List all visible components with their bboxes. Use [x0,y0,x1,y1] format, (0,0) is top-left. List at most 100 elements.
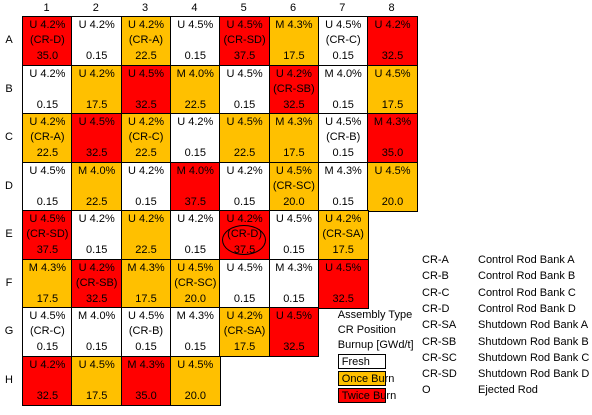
cr-position: (CR-SA) [322,228,364,240]
abbr-code: CR-SA [422,319,457,332]
burn-legend-label: Fresh [341,356,370,368]
cell-legend-line2: CR Position [337,324,396,336]
fuel-assembly-cell: M 4.0% 22.5 [71,161,123,212]
assembly-type: U 4.5% [177,19,214,31]
fuel-assembly-cell: U 4.5% (CR-SD) 37.5 [22,210,73,260]
burnup-value: 0.15 [36,98,59,111]
assembly-type: U 4.2% [177,213,214,225]
burnup-value: 22.5 [233,147,256,159]
cr-position: (CR-SD) [223,34,266,46]
burnup-value: 32.5 [36,389,59,402]
fuel-assembly-cell: U 4.2% 0.15 [71,16,123,66]
cr-position: (CR-SD) [26,228,69,240]
abbr-desc: Control Rod Bank B [478,270,576,283]
assembly-type: U 4.2% [127,19,165,31]
fuel-assembly-cell: M 4.0% 0.15 [317,64,369,115]
fuel-assembly-cell: U 4.5% 32.5 [120,64,172,115]
burnup-value: 0.15 [184,50,206,62]
assembly-type: U 4.5% [78,358,115,371]
assembly-type: U 4.5% [177,358,214,371]
burn-legend-twice: Twice Burn [337,388,396,403]
row-header: G [4,325,14,337]
burnup-value: 0.15 [332,195,354,208]
assembly-type: U 4.2% [177,116,214,128]
assembly-type: U 4.5% [177,261,214,274]
abbr-desc: Control Rod Bank C [478,286,576,299]
burnup-value: 22.5 [135,244,157,256]
assembly-type: U 4.2% [78,261,115,274]
cr-position: (CR-SB) [273,82,315,95]
cr-position: (CR-B) [326,131,361,143]
row-header: F [5,276,13,289]
cr-position: (CR-SA) [223,325,266,337]
burnup-value: 35.0 [135,389,157,402]
cr-position: (CR-C) [128,131,164,143]
fuel-assembly-cell: U 4.2% 32.5 [22,355,73,406]
fuel-assembly-cell: U 4.2% (CR-SA) 17.5 [219,307,270,357]
fuel-assembly-cell: U 4.5% 0.15 [22,161,73,212]
burnup-value: 17.5 [85,389,108,402]
column-header: 5 [240,2,247,14]
assembly-type: M 4.0% [78,310,116,322]
fuel-assembly-cell: U 4.2% (CR-SB) 32.5 [268,64,320,115]
cr-position: (CR-SC) [174,276,217,289]
column-header: 8 [388,2,395,14]
assembly-type: M 4.0% [324,67,362,80]
row-header: D [5,179,13,192]
fuel-assembly-cell: U 4.5% (CR-B) 0.15 [317,113,369,163]
burnup-value: 0.15 [85,50,108,62]
assembly-type: U 4.2% [29,358,66,371]
assembly-type: M 4.3% [324,164,362,177]
burnup-value: 22.5 [135,147,157,159]
fuel-assembly-cell: M 4.3% 17.5 [268,16,320,66]
fuel-assembly-cell: U 4.5% (CR-SC) 20.0 [268,161,320,212]
assembly-type: U 4.2% [29,19,66,31]
fuel-assembly-cell: M 4.3% 35.0 [120,355,172,406]
fuel-assembly-cell: U 4.2% 0.15 [22,64,73,115]
assembly-type: M 4.0% [78,164,116,177]
burnup-value: 0.15 [184,341,206,353]
abbr-desc: Shutdown Rod Bank B [478,335,589,348]
abbr-desc: Control Rod Bank A [478,254,575,266]
row-header: A [5,34,13,46]
fuel-assembly-cell: U 4.5% 20.0 [367,161,418,212]
burnup-value: 0.15 [233,292,256,305]
assembly-type: U 4.5% [325,19,362,31]
column-header: 2 [92,2,99,14]
abbr-desc: Ejected Rod [478,384,538,397]
burnup-value: 17.5 [332,244,354,256]
assembly-type: U 4.5% [78,116,115,128]
abbr-code: CR-B [422,270,449,283]
burnup-value: 32.5 [332,292,354,305]
column-header: 4 [191,2,198,14]
assembly-type: M 4.3% [275,261,313,274]
burnup-value: 0.15 [233,98,256,111]
assembly-type: U 4.2% [127,213,165,225]
fuel-assembly-cell: U 4.2% (CR-C) 22.5 [120,113,172,163]
fuel-assembly-cell: U 4.2% 0.15 [169,113,221,163]
assembly-type: M 4.3% [28,261,67,274]
burnup-value: 35.0 [36,50,59,62]
burnup-value: 17.5 [381,98,404,111]
fuel-assembly-cell: U 4.2% (CR-D) 35.0 [22,16,73,66]
fuel-assembly-cell: U 4.5% 0.15 [169,16,221,66]
burnup-value: 20.0 [184,292,206,305]
fuel-assembly-cell: U 4.5% 32.5 [71,113,123,163]
burnup-value: 0.15 [332,50,354,62]
burn-legend-label: Once Burn [341,373,395,385]
assembly-type: U 4.5% [374,164,411,177]
fuel-assembly-cell: M 4.0% 0.15 [71,307,123,357]
fuel-assembly-cell: U 4.5% 22.5 [219,113,270,163]
column-header: 6 [289,2,297,14]
cr-position: (CR-D) [29,34,65,46]
assembly-type: U 4.2% [226,310,263,322]
burnup-value: 17.5 [283,147,305,159]
abbr-code: CR-SD [422,368,457,381]
row-header: C [5,131,13,143]
fuel-assembly-cell: U 4.2% (CR-D) 37.5 [219,210,270,260]
assembly-type: U 4.5% [226,116,263,128]
assembly-type: U 4.2% [127,164,165,177]
fuel-assembly-cell: U 4.2% 32.5 [367,16,418,66]
burnup-value: 32.5 [381,50,404,62]
